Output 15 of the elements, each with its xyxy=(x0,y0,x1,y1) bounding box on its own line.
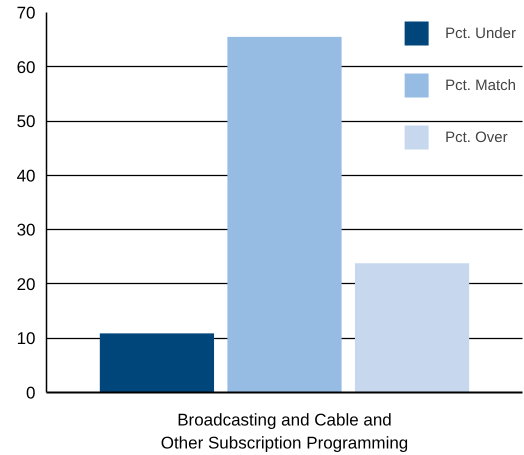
x-tick-label: Broadcasting and Cable and Other Subscription Programming xyxy=(160,410,408,452)
y-tick-label: 40 xyxy=(16,166,36,186)
legend-label: Pct. Under xyxy=(445,24,516,42)
y-tick-label: 60 xyxy=(16,58,36,77)
y-tick-label: 70 xyxy=(16,4,36,22)
legend-label: Pct. Match xyxy=(445,76,516,94)
bar xyxy=(354,263,470,392)
bar xyxy=(100,333,214,392)
bar xyxy=(227,36,342,392)
y-tick-label: 30 xyxy=(16,220,36,240)
y-tick-label: 0 xyxy=(26,384,36,402)
y-tick-label: 20 xyxy=(16,274,36,294)
legend-label: Pct. Over xyxy=(445,128,508,146)
y-tick-label: 50 xyxy=(16,112,36,132)
y-tick-label: 10 xyxy=(16,329,36,348)
